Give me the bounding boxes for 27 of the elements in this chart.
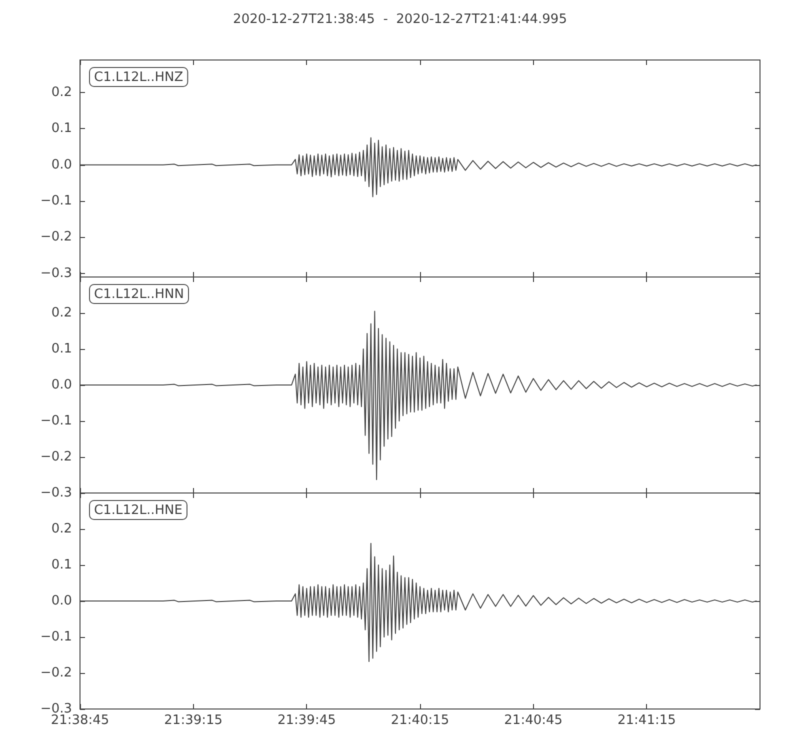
y-tick-label: 0.1 (51, 558, 72, 572)
x-tick-label: 21:39:15 (164, 713, 223, 728)
annotation: C1.L12L..HNZ (94, 70, 184, 85)
y-tick-label: 0.2 (51, 306, 72, 320)
x-tick-label: 21:39:45 (277, 713, 336, 728)
annotation: C1.L12L..HNN (94, 287, 184, 302)
x-tick-label: 21:41:15 (617, 713, 676, 728)
y-tick-label: −0.2 (40, 450, 72, 464)
y-tick-label: −0.2 (40, 666, 72, 680)
y-tick-label: −0.3 (40, 266, 72, 281)
y-tick-label: −0.1 (40, 194, 72, 209)
y-tick-label: 0.0 (51, 378, 72, 392)
y-tick-label: 0.2 (51, 85, 72, 100)
y-tick-label: 0.2 (51, 522, 72, 536)
y-tick-label: −0.1 (40, 630, 72, 644)
y-tick-label: 0.0 (51, 594, 72, 608)
x-tick-label: 21:38:45 (50, 713, 110, 728)
y-tick-label: 0.1 (51, 342, 72, 356)
x-tick-label: 21:40:45 (504, 713, 563, 728)
y-tick-label: 0.1 (51, 121, 72, 136)
y-tick-label: −0.1 (40, 414, 72, 428)
y-tick-label: −0.2 (40, 230, 72, 245)
y-tick-label: 0.0 (51, 157, 72, 172)
chart-title: 2020-12-27T21:38:45 - 2020-12-27T21:41:44.995 (233, 12, 567, 27)
y-tick-label: −0.3 (40, 486, 72, 500)
x-tick-label: 21:40:15 (390, 713, 450, 728)
annotation: C1.L12L..HNE (94, 503, 182, 518)
